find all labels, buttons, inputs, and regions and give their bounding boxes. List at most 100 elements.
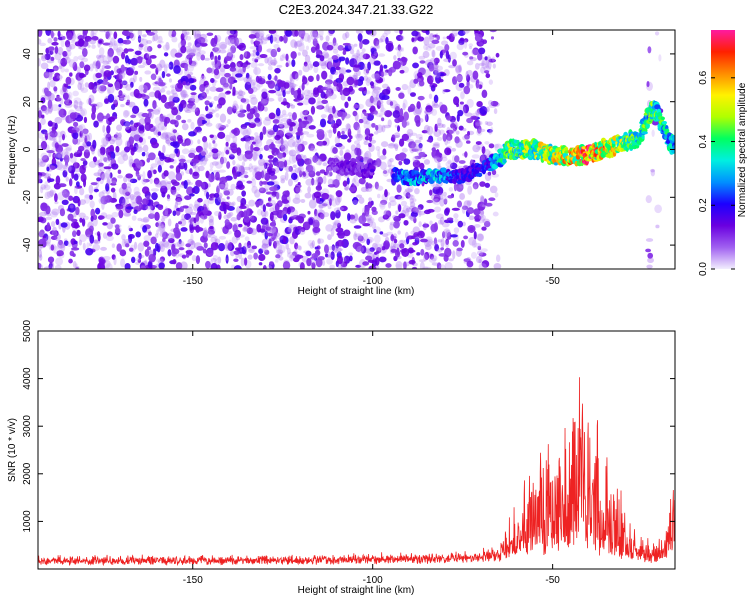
spectrogram-cell [316,100,323,110]
spectrogram-cell [231,38,235,48]
spectrogram-cell [280,178,285,184]
spectrogram-cell [475,146,483,150]
spectrogram-cell [54,131,63,138]
spectrogram-cell [254,66,258,76]
spectrogram-cell [452,250,456,260]
spectrogram-cell [292,251,297,256]
spectrogram-cell [213,193,220,198]
spectrogram-cell [122,39,132,45]
spectrogram-cell [363,113,371,117]
spectrogram-cell [343,229,351,237]
spectrogram-cell [148,152,156,161]
spectrogram-cell [230,141,238,150]
spectrogram-cell [125,140,131,148]
spectrogram-cell [44,191,51,200]
spectrogram-cell [297,52,301,56]
spectrogram-cell [179,261,188,269]
spectrogram-cell [204,84,211,92]
spectrogram-cell [345,57,350,65]
spectrogram-cell [194,107,201,116]
spectrogram-cell [55,175,61,185]
spectrogram-cell [328,129,333,139]
spectrogram-cell [261,181,269,185]
spectrogram-cell [135,143,142,149]
spectrogram-cell [358,118,364,124]
spectrogram-cell [79,109,86,117]
spectrogram-cell [252,49,257,58]
spectrogram-cell [113,65,120,74]
spectrogram-cell [155,67,159,75]
spectrogram-cell [464,134,470,140]
spectrogram-cell [333,246,338,253]
spectrogram-cell [165,41,170,51]
spectrogram-cell [219,156,225,165]
spectrogram-cell [466,200,473,206]
spectrogram-cell [182,254,187,260]
spectrogram-cell [81,57,89,63]
spectrogram-cell [459,193,466,200]
spectrogram-cell [117,174,123,179]
spectrogram-cell [335,118,342,127]
spectrogram-cell [182,103,190,112]
spectrogram-cell [171,30,177,38]
spectrogram-cell [275,192,280,200]
spectrogram-cell [49,80,56,88]
spectrogram-cell [423,124,431,134]
spectrogram-cell [214,34,218,45]
spectrogram-cell [419,259,426,263]
spectrogram-cell [102,55,108,63]
spectrogram-cell [263,118,271,126]
spectrogram-cell [189,168,193,175]
spectrogram-cell [472,144,481,153]
spectrogram-cell [91,44,96,49]
spectrogram-cell [365,30,373,35]
spectrogram-cell [464,151,468,158]
spectrogram-cell [335,190,343,198]
spectrogram-cell [353,56,361,65]
spectrogram-cell [65,76,72,85]
spectrogram-cell [276,47,281,53]
spectrogram-cell [68,43,76,50]
spectrogram-cell [310,145,315,152]
spectrogram-cell [487,61,492,70]
spectrogram-cell [290,209,299,218]
spectrogram-cell [408,259,416,265]
spectrogram-cell [190,48,197,54]
spectrogram-cell [258,253,266,262]
spectrogram-cell [354,84,358,89]
spectrogram-cell [306,257,312,267]
spectrogram-cell [480,209,485,218]
spectrogram-cell [412,159,421,169]
spectrogram-cell [78,239,82,246]
spectrogram-cell [160,88,166,93]
spectrogram-cell [159,256,166,262]
spectrogram-cell [44,172,50,179]
spectrogram-cell [81,47,88,58]
spectrogram-cell [326,129,334,134]
spectrogram-cell [49,130,58,138]
spectrogram-cell [230,183,236,191]
spectrogram-cell [359,42,363,47]
spectrogram-cell [486,121,493,127]
spectrogram-cell [51,208,60,216]
spectrogram-cell [106,84,115,94]
spectrogram-cell [196,181,204,186]
spectrogram-cell [272,157,279,166]
spectrogram-cell [410,211,418,218]
spectrogram-cell [166,132,174,139]
spectrogram-cell [184,195,192,200]
spectrogram-cell [395,47,402,51]
spectrogram-cell [206,32,214,36]
spectrogram-cell [194,30,202,40]
spectrogram-cell [186,31,190,35]
spectrogram-cell [368,135,373,142]
spectrogram-cell [401,83,409,91]
spectrogram-cell [266,224,275,231]
spectrogram-cell [298,229,306,235]
spectrogram-cell [187,118,192,123]
spectrogram-cell [485,202,493,207]
spectrogram-cell [342,180,348,187]
spectrogram-cell [282,140,289,150]
spectrogram-cell [203,157,209,162]
spectrogram-cell [361,48,366,53]
